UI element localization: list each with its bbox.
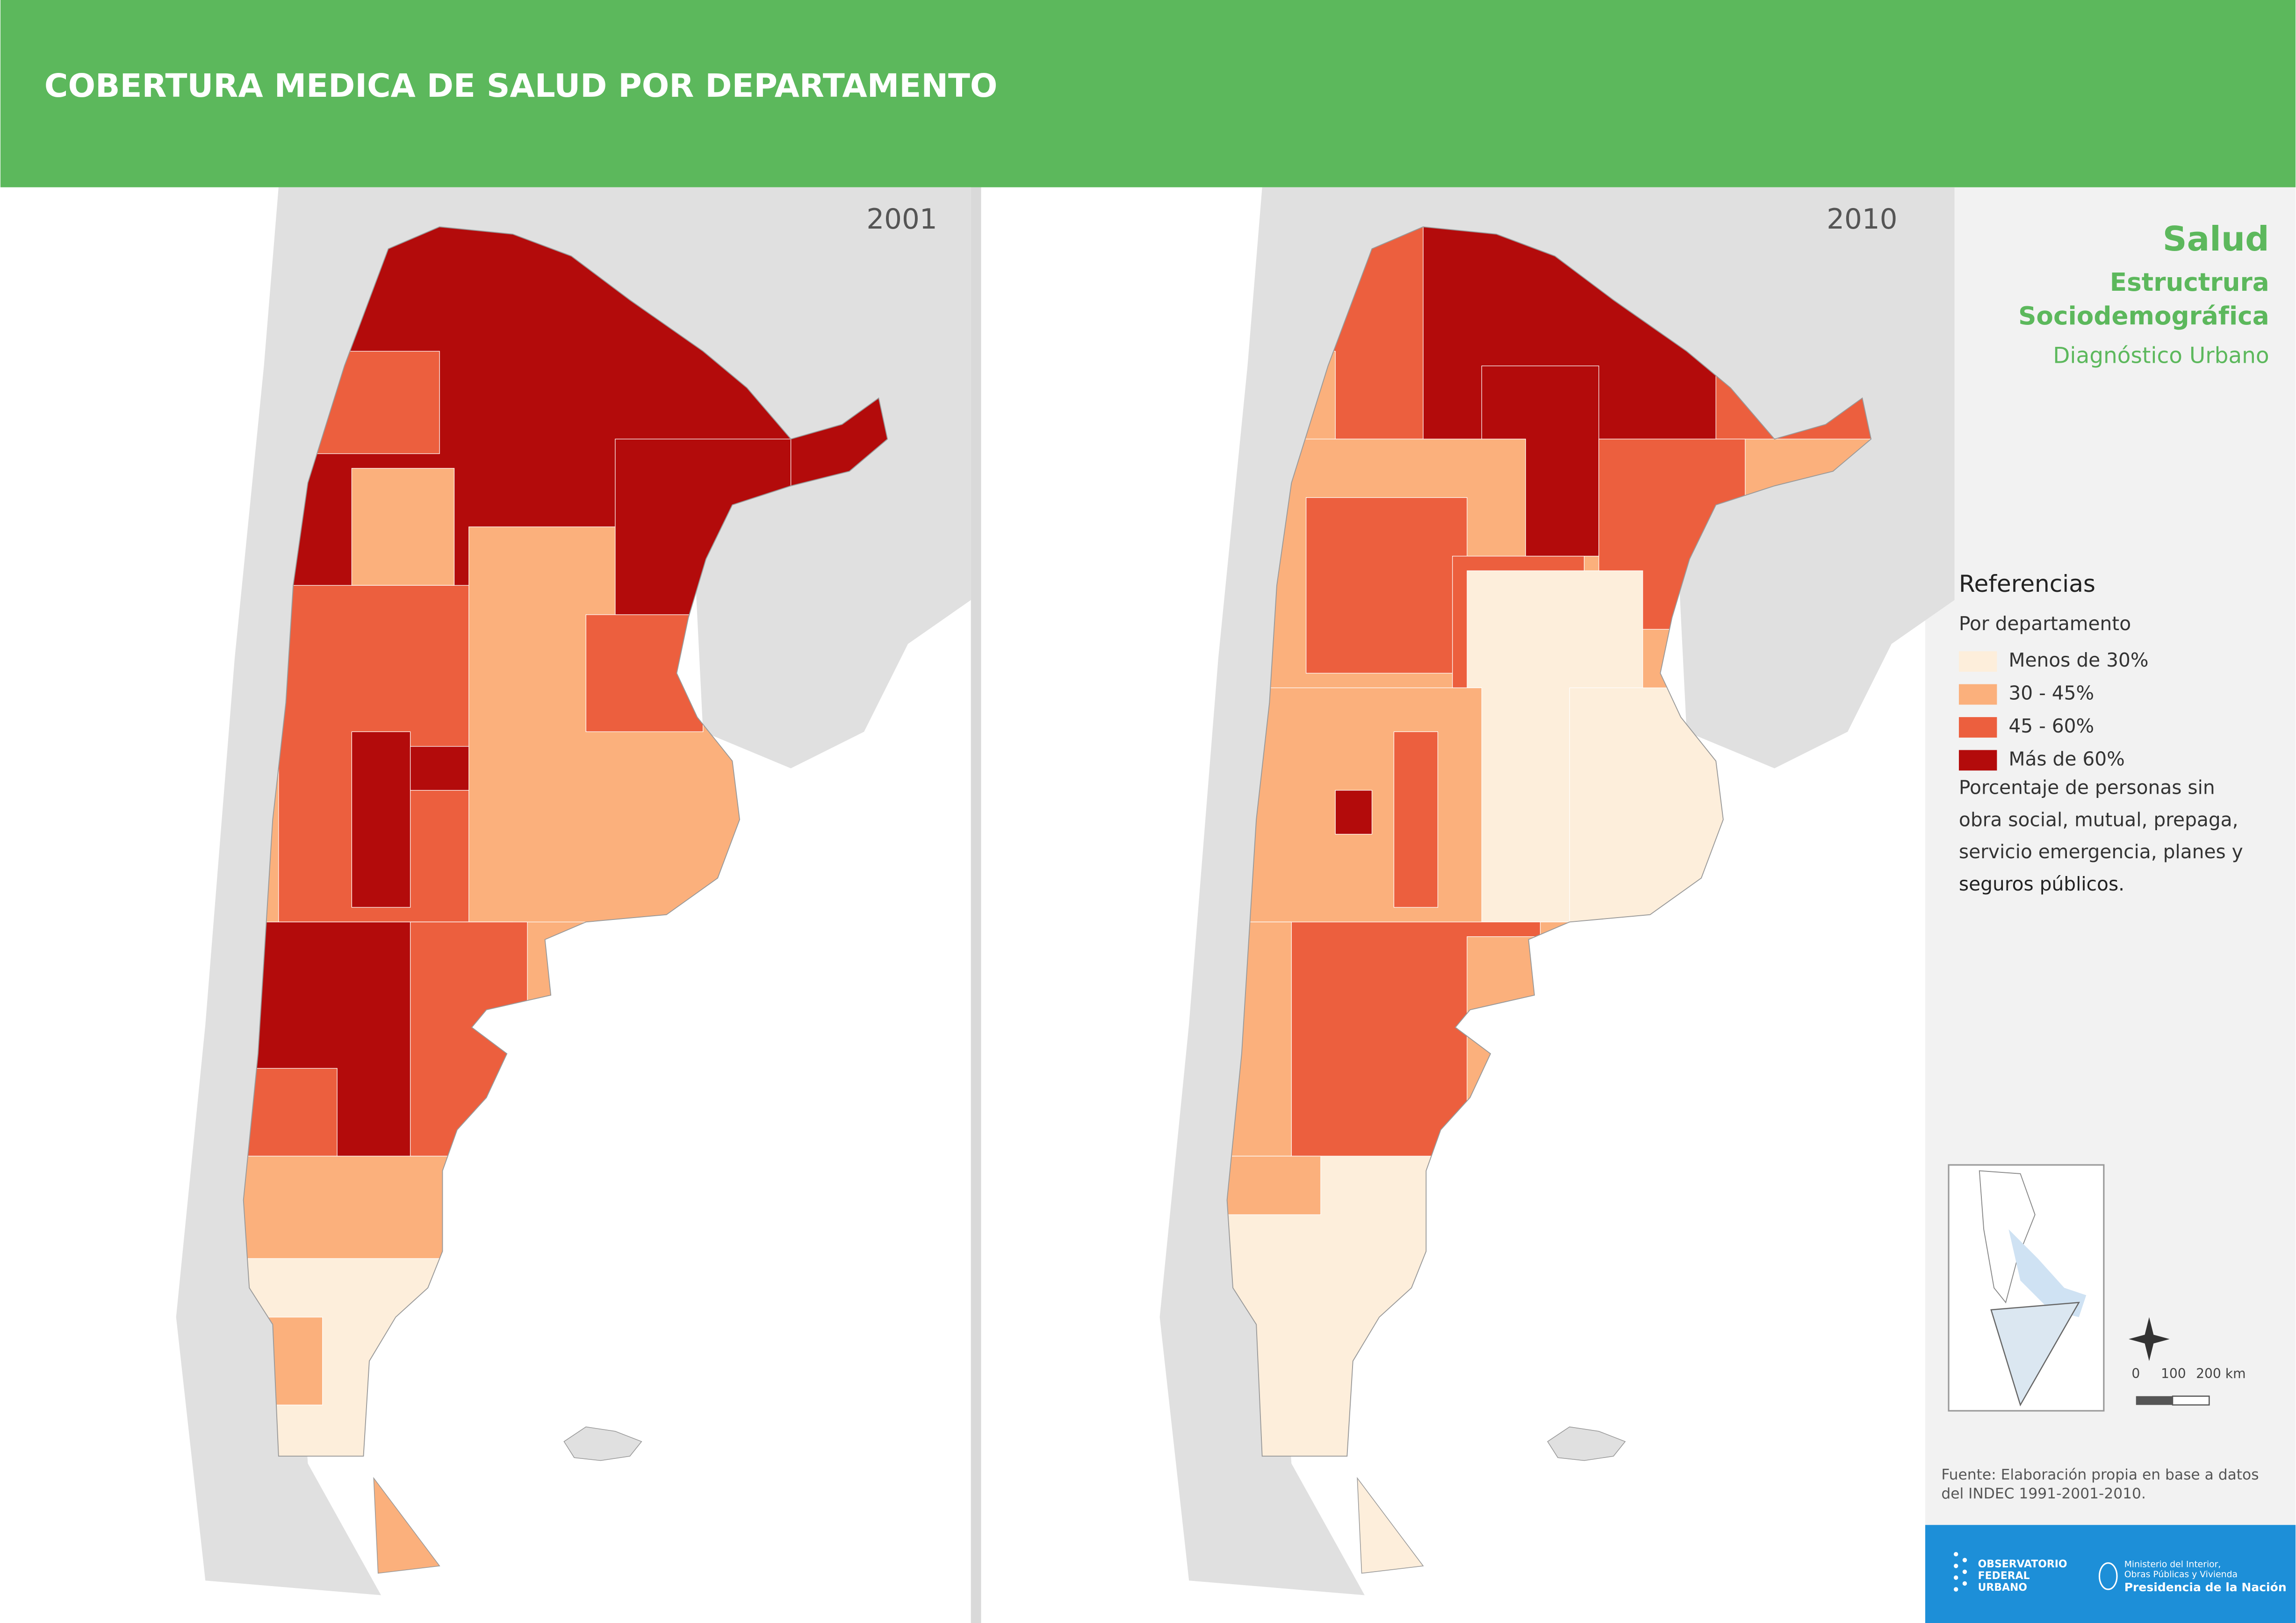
panel-divider [971, 187, 981, 1623]
source: Fuente: Elaboración propia en base a dat… [1941, 1466, 2259, 1483]
logo-text: OBSERVATORIO [1978, 1558, 2067, 1570]
locator-sea [2008, 1229, 2087, 1317]
north-arrow [2129, 1317, 2170, 1361]
region [410, 746, 469, 791]
country-outline [1226, 226, 1872, 1457]
tierra-del-fuego [373, 1477, 440, 1574]
scale-label: 0 [2131, 1366, 2140, 1381]
legend-note: obra social, mutual, prepaga, [1959, 808, 2238, 831]
logo-text: Presidencia de la Nación [2124, 1580, 2287, 1594]
logo-dots [1953, 1552, 1967, 1592]
map-year: 2010 [1827, 203, 1897, 236]
legend-swatch [1958, 651, 1997, 672]
map-year: 2001 [866, 203, 937, 236]
logo-text: FEDERAL [1978, 1570, 2030, 1582]
scale-bar [2136, 1396, 2173, 1405]
legend-label: Más de 60% [2008, 747, 2124, 770]
page-title: COBERTURA MEDICA DE SALUD POR DEPARTAMEN… [44, 67, 998, 105]
header-bar [0, 0, 2296, 187]
logo-text: Obras Públicas y Vivienda [2124, 1570, 2238, 1580]
scale-label: 100 [2161, 1366, 2186, 1381]
sidebar-section: Diagnóstico Urbano [2053, 343, 2269, 368]
country-outline [243, 226, 888, 1457]
legend-label: 30 - 45% [2008, 682, 2094, 704]
malvinas [1547, 1426, 1626, 1461]
legend-label: 45 - 60% [2008, 715, 2094, 737]
region [351, 731, 411, 908]
legend: Menos de 30% 30 - 45% 45 - 60% Más de 60% [1958, 649, 2149, 771]
neighbour-land [176, 187, 971, 1595]
sidebar-subtitle: Estructrura [2110, 268, 2269, 297]
region [351, 468, 455, 586]
logo-text: Ministerio del Interior, [2124, 1559, 2221, 1569]
legend-label: Menos de 30% [2008, 649, 2148, 671]
malvinas [563, 1426, 642, 1461]
legend-swatch [1958, 717, 1997, 738]
legend-note: seguros públicos. [1959, 873, 2124, 895]
footer-bar [1925, 1525, 2296, 1623]
sidebar-subtitle: Sociodemográfica [2018, 302, 2269, 330]
locator-country [1979, 1170, 2036, 1304]
region [1393, 731, 1439, 908]
legend-swatch [1958, 684, 1997, 705]
legend-title: Referencias [1959, 570, 2095, 597]
locator-antarctic [1990, 1301, 2080, 1407]
logo-text: URBANO [1978, 1582, 2027, 1594]
tierra-del-fuego [1357, 1477, 1424, 1574]
region [1335, 790, 1373, 835]
sidebar-title: Salud [2163, 219, 2269, 259]
legend-subtitle: Por departamento [1959, 612, 2131, 635]
legend-note: Porcentaje de personas sin [1959, 776, 2215, 798]
region [1227, 1156, 1321, 1215]
scale-bar [2172, 1395, 2210, 1406]
legend-note: servicio emergencia, planes y [1959, 840, 2243, 863]
logo-emblem [2098, 1562, 2118, 1590]
region [1305, 497, 1468, 674]
source: del INDEC 1991-2001-2010. [1941, 1485, 2146, 1502]
legend-swatch [1958, 750, 1997, 771]
scale-label: 200 km [2196, 1366, 2246, 1381]
neighbour-land [1159, 187, 1955, 1595]
